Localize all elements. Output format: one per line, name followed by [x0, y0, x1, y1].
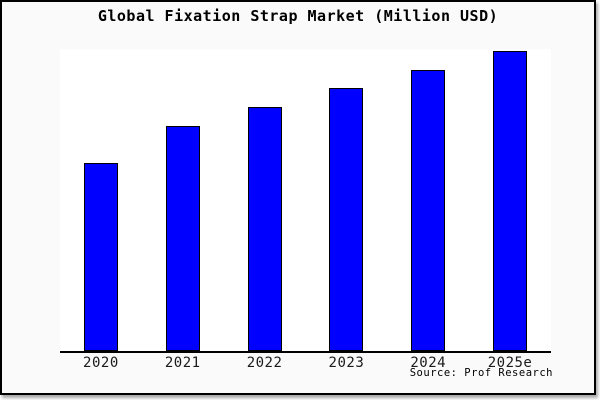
- bar-2023: [329, 88, 364, 351]
- x-tick-label-2020: 2020: [83, 355, 119, 371]
- x-tick-label-2023: 2023: [328, 355, 365, 371]
- bar-slot: [60, 49, 142, 351]
- bar-2020: [83, 163, 118, 351]
- x-tick-label-2024: 2024: [410, 355, 447, 371]
- bar-slot: [305, 49, 387, 351]
- bar-2024: [411, 70, 446, 351]
- bar-2025e: [493, 51, 528, 351]
- bar-slot: [224, 49, 306, 351]
- bar-slot: [469, 49, 551, 351]
- plot-area: [60, 49, 551, 353]
- bars-row: [60, 49, 551, 351]
- bar-2022: [247, 107, 282, 351]
- x-tick-label-2022: 2022: [246, 355, 283, 371]
- x-tick-label-2025e: 2025e: [487, 355, 533, 371]
- bar-slot: [142, 49, 224, 351]
- x-tick-label-2021: 2021: [164, 355, 201, 371]
- bar-2021: [165, 126, 200, 351]
- x-axis-labels: 2020 2021 2022 2023 2024 2025e: [60, 355, 551, 371]
- chart-title: Global Fixation Strap Market (Million US…: [97, 7, 499, 25]
- source-credit: Source: Prof Research: [409, 367, 553, 379]
- bar-slot: [387, 49, 469, 351]
